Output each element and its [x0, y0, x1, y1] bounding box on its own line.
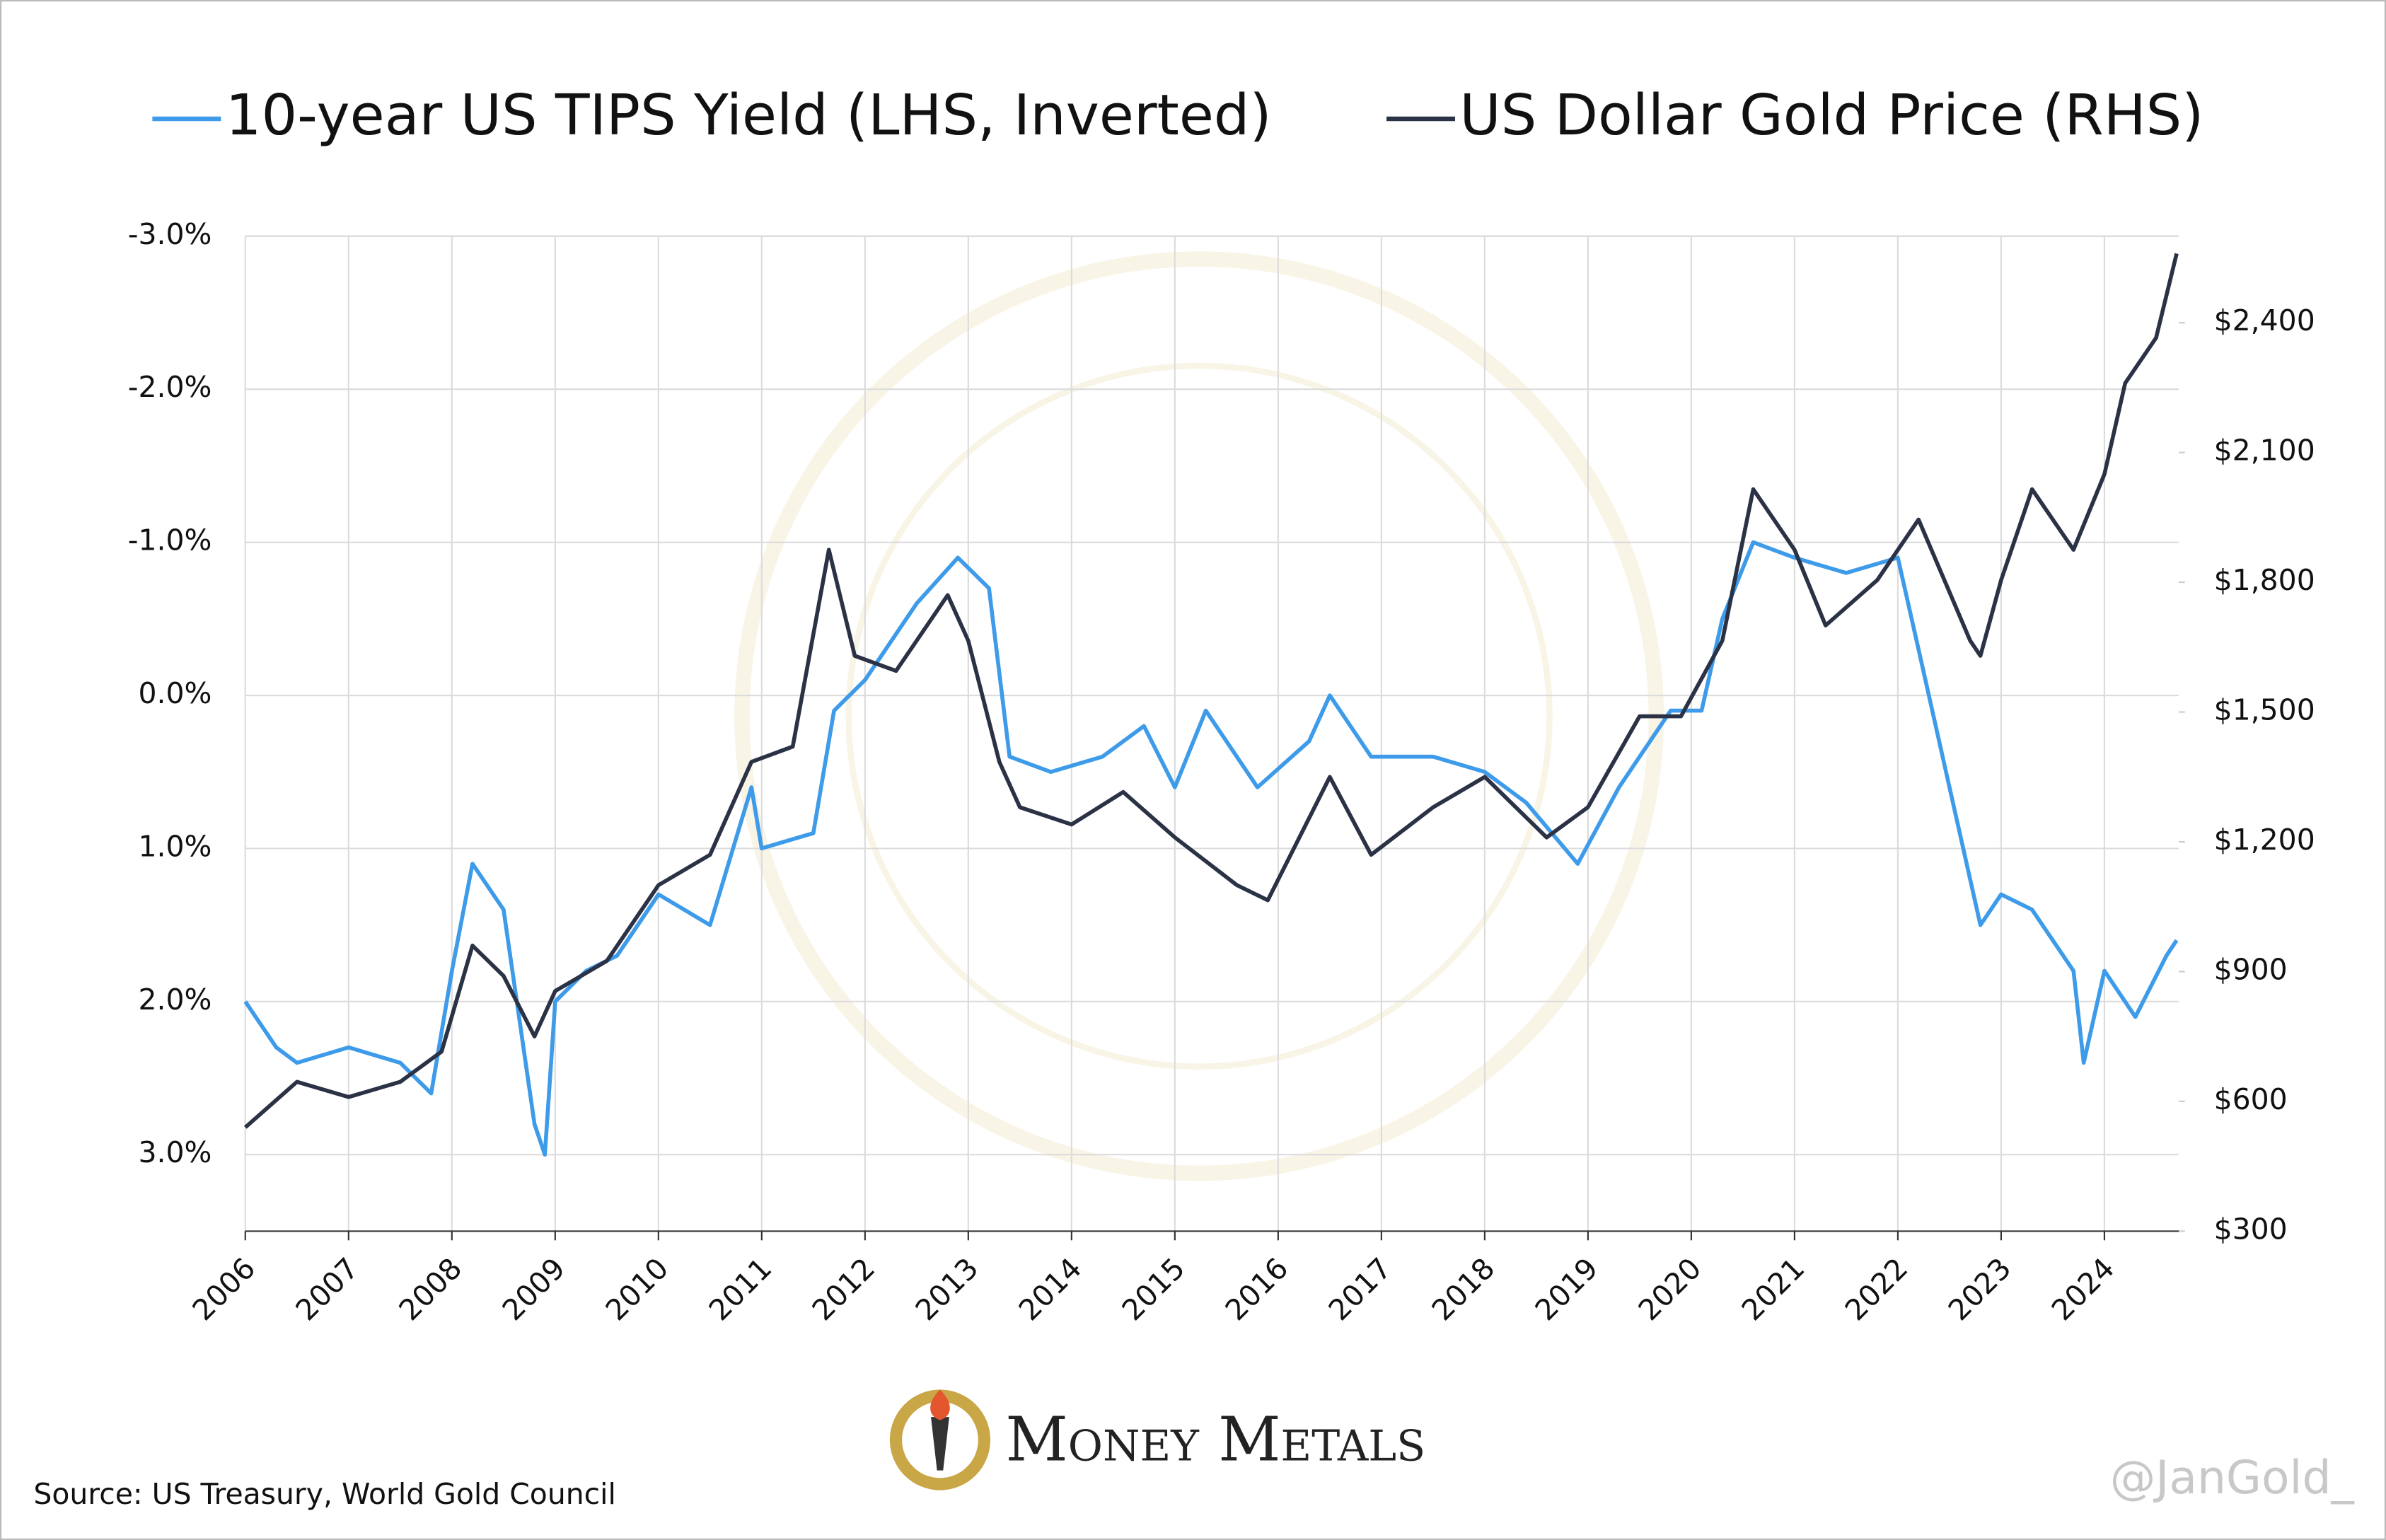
y-tick-label: 1.0% — [138, 829, 212, 863]
logo — [889, 1389, 991, 1490]
y2-tick-label: $1,500 — [2214, 693, 2315, 727]
logo-text: Money Metals — [1006, 1404, 1426, 1475]
legend-label: US Dollar Gold Price (RHS) — [1459, 82, 2203, 148]
y-tick-label: 2.0% — [138, 983, 212, 1017]
source: Source: US Treasury, World Gold Council — [33, 1477, 616, 1511]
y2-tick-label: $900 — [2214, 952, 2288, 986]
y2-tick-label: $600 — [2214, 1082, 2288, 1116]
legend-label: 10-year US TIPS Yield (LHS, Inverted) — [226, 82, 1272, 148]
y2-tick-label: $2,400 — [2214, 303, 2315, 337]
y2-tick-label: $1,200 — [2214, 823, 2315, 857]
logo-torch — [931, 1417, 949, 1471]
watermark: @JanGold_ — [2110, 1452, 2355, 1505]
series-line — [243, 253, 2179, 1129]
y-tick-label: -2.0% — [128, 370, 212, 404]
y2-tick-label: $1,800 — [2214, 563, 2315, 597]
y2-tick-label: $300 — [2214, 1212, 2288, 1246]
y2-tick-label: $2,100 — [2214, 434, 2315, 468]
y-tick-label: 3.0% — [138, 1135, 212, 1169]
y-tick-label: 0.0% — [138, 676, 212, 710]
series-line — [243, 540, 2179, 1157]
logo-flame — [930, 1389, 950, 1420]
y-tick-label: -3.0% — [128, 217, 212, 251]
background-watermark-inner — [845, 362, 1553, 1070]
y-tick-label: -1.0% — [128, 523, 212, 557]
